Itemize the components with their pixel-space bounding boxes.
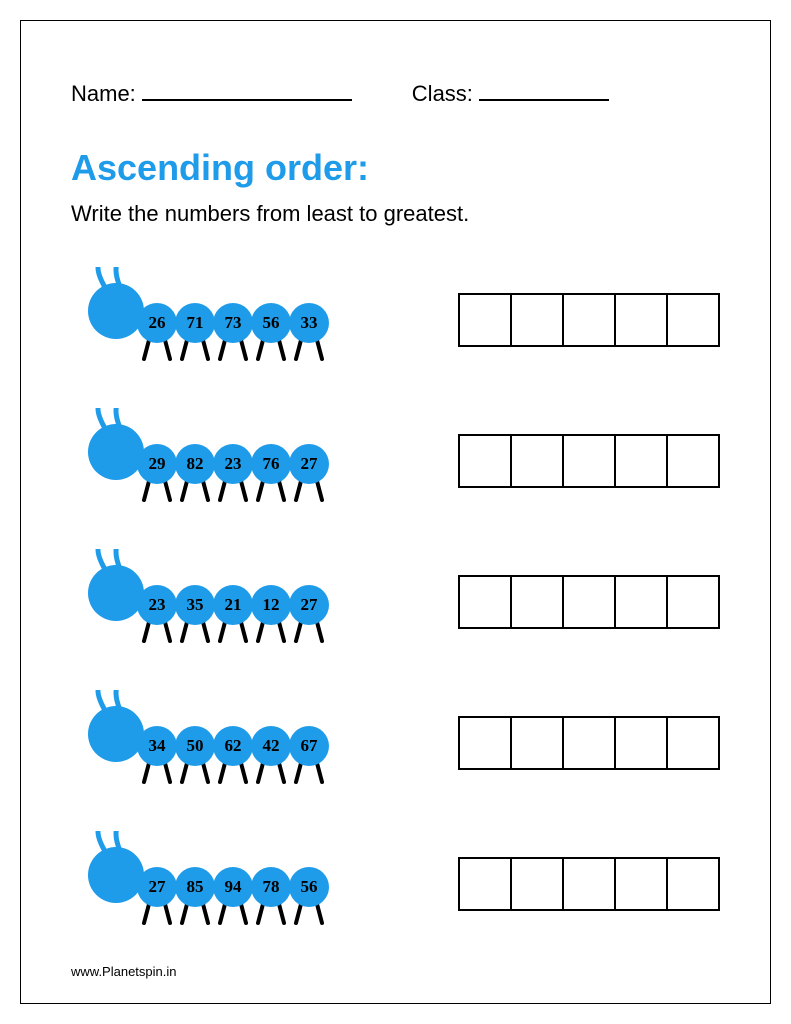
answer-box[interactable]	[666, 575, 720, 629]
exercise-row: 26 71 73 56 33	[71, 267, 720, 372]
answer-box[interactable]	[666, 434, 720, 488]
svg-text:27: 27	[149, 877, 167, 896]
worksheet-page: Name: Class: Ascending order: Write the …	[20, 20, 771, 1004]
caterpillar-icon: 23 35 21 12 27	[71, 549, 391, 649]
answer-box[interactable]	[458, 716, 512, 770]
answer-box[interactable]	[614, 293, 668, 347]
answer-box[interactable]	[614, 716, 668, 770]
answer-box[interactable]	[458, 575, 512, 629]
svg-text:62: 62	[225, 736, 242, 755]
svg-text:23: 23	[149, 595, 166, 614]
answer-boxes	[458, 857, 720, 911]
svg-text:23: 23	[225, 454, 242, 473]
caterpillar: 34 50 62 42 67	[71, 690, 391, 795]
exercise-row: 34 50 62 42 67	[71, 690, 720, 795]
caterpillar: 27 85 94 78 56	[71, 831, 391, 936]
answer-box[interactable]	[562, 434, 616, 488]
svg-text:27: 27	[301, 454, 319, 473]
svg-text:56: 56	[301, 877, 318, 896]
answer-box[interactable]	[510, 857, 564, 911]
answer-box[interactable]	[614, 857, 668, 911]
exercise-row: 27 85 94 78 56	[71, 831, 720, 936]
svg-text:34: 34	[149, 736, 167, 755]
answer-box[interactable]	[666, 293, 720, 347]
svg-text:85: 85	[187, 877, 204, 896]
svg-text:82: 82	[187, 454, 204, 473]
class-label: Class:	[412, 81, 473, 107]
answer-box[interactable]	[510, 716, 564, 770]
answer-boxes	[458, 716, 720, 770]
answer-box[interactable]	[666, 857, 720, 911]
page-title: Ascending order:	[71, 147, 720, 189]
svg-text:21: 21	[225, 595, 242, 614]
svg-text:76: 76	[263, 454, 280, 473]
caterpillar: 29 82 23 76 27	[71, 408, 391, 513]
caterpillar-icon: 27 85 94 78 56	[71, 831, 391, 931]
answer-box[interactable]	[510, 293, 564, 347]
svg-text:78: 78	[263, 877, 280, 896]
svg-text:12: 12	[263, 595, 280, 614]
svg-text:26: 26	[149, 313, 166, 332]
answer-box[interactable]	[666, 716, 720, 770]
name-label: Name:	[71, 81, 136, 107]
answer-box[interactable]	[562, 716, 616, 770]
class-field: Class:	[412, 81, 609, 107]
answer-boxes	[458, 575, 720, 629]
answer-box[interactable]	[562, 857, 616, 911]
svg-text:56: 56	[263, 313, 280, 332]
caterpillar-icon: 29 82 23 76 27	[71, 408, 391, 508]
answer-box[interactable]	[458, 434, 512, 488]
header-row: Name: Class:	[71, 81, 720, 107]
answer-box[interactable]	[510, 575, 564, 629]
caterpillar: 26 71 73 56 33	[71, 267, 391, 372]
svg-text:71: 71	[187, 313, 204, 332]
answer-boxes	[458, 434, 720, 488]
name-blank[interactable]	[142, 81, 352, 101]
answer-box[interactable]	[614, 434, 668, 488]
answer-box[interactable]	[458, 857, 512, 911]
svg-text:29: 29	[149, 454, 166, 473]
caterpillar: 23 35 21 12 27	[71, 549, 391, 654]
class-blank[interactable]	[479, 81, 609, 101]
svg-text:42: 42	[263, 736, 280, 755]
svg-text:35: 35	[187, 595, 204, 614]
rows-container: 26 71 73 56 33 29 82 23 76 27 23 35 21 12 27 34 50 62 4…	[71, 267, 720, 936]
svg-text:94: 94	[225, 877, 243, 896]
svg-text:33: 33	[301, 313, 318, 332]
answer-box[interactable]	[458, 293, 512, 347]
svg-text:73: 73	[225, 313, 242, 332]
caterpillar-icon: 26 71 73 56 33	[71, 267, 391, 367]
svg-text:67: 67	[301, 736, 319, 755]
answer-box[interactable]	[562, 575, 616, 629]
caterpillar-icon: 34 50 62 42 67	[71, 690, 391, 790]
exercise-row: 29 82 23 76 27	[71, 408, 720, 513]
footer-text: www.Planetspin.in	[71, 964, 177, 979]
answer-box[interactable]	[510, 434, 564, 488]
name-field: Name:	[71, 81, 352, 107]
exercise-row: 23 35 21 12 27	[71, 549, 720, 654]
answer-boxes	[458, 293, 720, 347]
svg-text:27: 27	[301, 595, 319, 614]
answer-box[interactable]	[614, 575, 668, 629]
svg-text:50: 50	[187, 736, 204, 755]
instruction-text: Write the numbers from least to greatest…	[71, 201, 720, 227]
answer-box[interactable]	[562, 293, 616, 347]
